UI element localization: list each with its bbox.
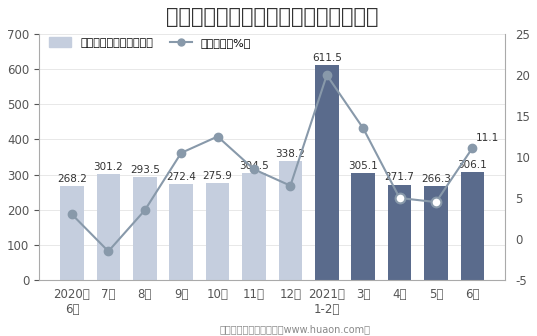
Bar: [133, 177, 157, 280]
Bar: [97, 174, 120, 280]
Title: 近一年山西省发电量及增速月度统计图: 近一年山西省发电量及增速月度统计图: [166, 7, 379, 27]
Bar: [315, 65, 339, 280]
Text: 268.2: 268.2: [57, 174, 87, 184]
Bar: [279, 161, 302, 280]
Text: 611.5: 611.5: [312, 53, 342, 63]
Bar: [461, 172, 484, 280]
Bar: [424, 186, 448, 280]
Bar: [351, 173, 375, 280]
Text: 301.2: 301.2: [93, 162, 123, 172]
Bar: [242, 173, 266, 280]
Text: 272.4: 272.4: [166, 172, 196, 182]
Bar: [169, 184, 193, 280]
Text: 304.5: 304.5: [239, 161, 269, 171]
Text: 制图：华经产业研究院（www.huaon.com）: 制图：华经产业研究院（www.huaon.com）: [220, 324, 371, 334]
Legend: 月度发电量（亿千瓦时）, 同比增长（%）: 月度发电量（亿千瓦时）, 同比增长（%）: [49, 37, 251, 48]
Text: 266.3: 266.3: [421, 174, 451, 184]
Bar: [60, 186, 84, 280]
Text: 305.1: 305.1: [349, 161, 378, 171]
Bar: [388, 184, 411, 280]
Text: 338.2: 338.2: [275, 149, 306, 159]
Text: 293.5: 293.5: [130, 165, 159, 175]
Text: 271.7: 271.7: [384, 172, 415, 182]
Text: 306.1: 306.1: [458, 160, 487, 170]
Text: 275.9: 275.9: [202, 171, 233, 181]
Text: 11.1: 11.1: [475, 133, 498, 143]
Bar: [206, 183, 229, 280]
